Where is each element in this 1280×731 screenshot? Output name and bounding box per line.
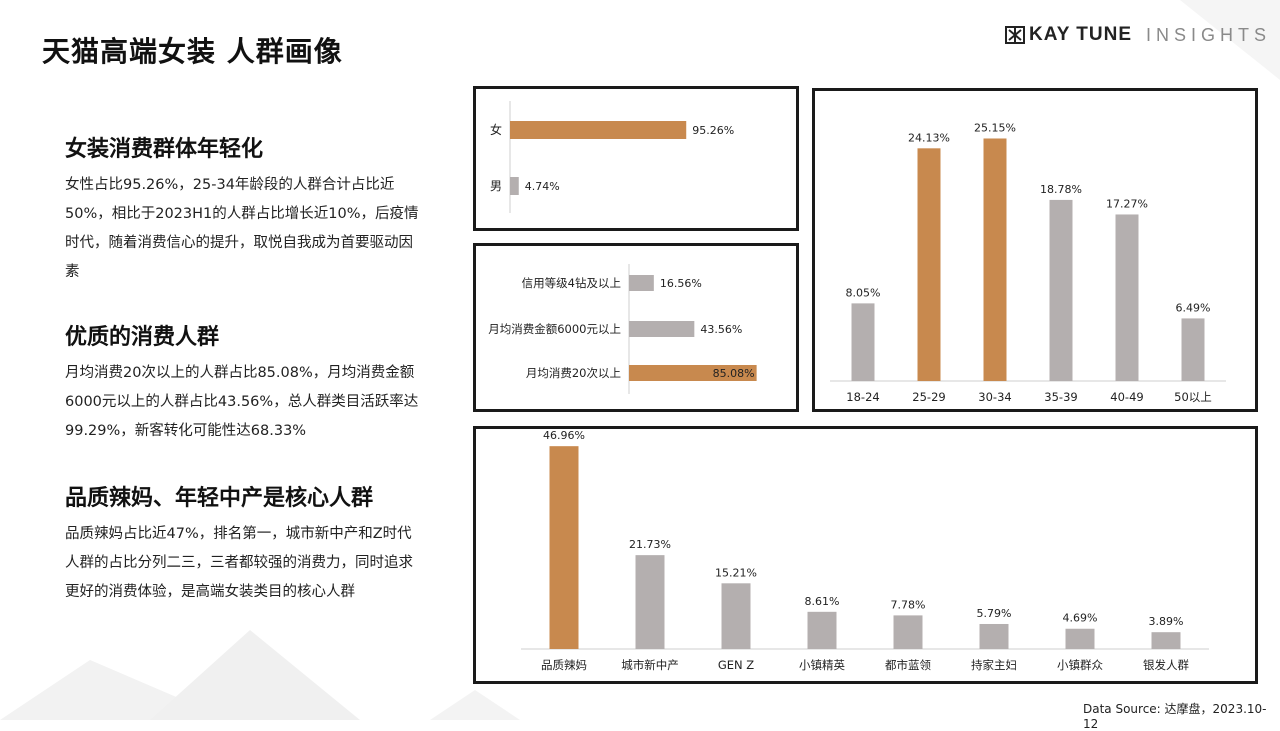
data-source: Data Source: 达摩盘，2023.10-12 bbox=[1083, 702, 1267, 731]
category-label: 小镇精英 bbox=[799, 658, 845, 672]
data-label: 18.78% bbox=[1040, 183, 1082, 196]
category-label: 18-24 bbox=[846, 390, 879, 404]
category-label: 25-29 bbox=[912, 390, 945, 404]
bar bbox=[629, 321, 695, 337]
bar bbox=[983, 138, 1007, 381]
category-label: 都市蓝领 bbox=[885, 658, 931, 672]
data-label: 15.21% bbox=[715, 566, 757, 579]
consumer-groups-bar-chart: 46.96% 品质辣妈 21.73% 城市新中产 15.21% GEN Z 8.61% 小镇精… bbox=[521, 429, 1209, 672]
bar bbox=[510, 177, 519, 195]
category-label: 40-49 bbox=[1110, 390, 1143, 404]
data-label: 95.26% bbox=[692, 124, 734, 137]
bar bbox=[807, 611, 837, 649]
brand-name: KAY TUNE bbox=[1029, 24, 1133, 45]
data-label: 5.79% bbox=[977, 607, 1012, 620]
brand-logo: KAY TUNE INSIGHTS bbox=[1005, 20, 1271, 50]
bar bbox=[629, 365, 757, 381]
data-label: 17.27% bbox=[1106, 197, 1148, 210]
section-heading: 品质辣妈、年轻中产是核心人群 bbox=[65, 486, 374, 511]
data-label: 43.56% bbox=[700, 323, 742, 336]
data-label: 16.56% bbox=[660, 277, 702, 290]
category-label: 50以上 bbox=[1174, 390, 1212, 404]
bar bbox=[851, 303, 875, 381]
category-label: 小镇群众 bbox=[1057, 658, 1103, 672]
bar bbox=[917, 148, 941, 381]
data-label: 8.61% bbox=[805, 595, 840, 608]
bar bbox=[1049, 199, 1073, 381]
age-chart-panel: 8.05% 18-24 24.13% 25-29 25.15% 30-34 18.78% 35… bbox=[812, 88, 1258, 412]
bar bbox=[1065, 628, 1095, 649]
bar bbox=[979, 623, 1009, 649]
category-label: 月均消费金额6000元以上 bbox=[488, 322, 621, 336]
age-bar-chart: 8.05% 18-24 24.13% 25-29 25.15% 30-34 18.78% 35… bbox=[830, 121, 1226, 404]
data-label: 25.15% bbox=[974, 121, 1016, 134]
data-label: 7.78% bbox=[891, 598, 926, 611]
bar bbox=[549, 446, 579, 649]
page-title: 天猫高端女装 人群画像 bbox=[42, 35, 343, 68]
consumption-bar-chart: 信用等级4钻及以上 16.56% 月均消费金额6000元以上 43.56% 月均消费20… bbox=[488, 264, 757, 394]
category-label: 信用等级4钻及以上 bbox=[522, 276, 621, 290]
data-label: 4.74% bbox=[525, 180, 560, 193]
bar bbox=[1151, 632, 1181, 649]
category-label: GEN Z bbox=[718, 658, 754, 672]
bar bbox=[893, 615, 923, 649]
category-label: 持家主妇 bbox=[971, 658, 1017, 672]
section-heading: 优质的消费人群 bbox=[65, 325, 220, 350]
consumer-groups-chart-panel: 46.96% 品质辣妈 21.73% 城市新中产 15.21% GEN Z 8.61% 小镇精… bbox=[473, 426, 1258, 684]
data-label: 85.08% bbox=[713, 367, 755, 380]
bar bbox=[635, 555, 665, 649]
bar bbox=[1181, 318, 1205, 381]
data-label: 6.49% bbox=[1176, 301, 1211, 314]
bar bbox=[721, 583, 751, 649]
section-body: 月均消费20次以上的人群占比85.08%，月均消费金额6000元以上的人群占比4… bbox=[65, 365, 419, 439]
category-label: 银发人群 bbox=[1143, 658, 1189, 672]
section-heading: 女装消费群体年轻化 bbox=[65, 137, 264, 162]
category-label: 品质辣妈 bbox=[541, 658, 587, 672]
consumption-chart-panel: 信用等级4钻及以上 16.56% 月均消费金额6000元以上 43.56% 月均消费20… bbox=[473, 243, 799, 412]
data-label: 3.89% bbox=[1149, 615, 1184, 628]
kaytune-logo-icon bbox=[1005, 26, 1025, 44]
category-label: 30-34 bbox=[978, 390, 1011, 404]
gender-chart-panel: 女 95.26% 男 4.74% bbox=[473, 86, 799, 231]
category-label: 男 bbox=[490, 179, 502, 193]
data-label: 8.05% bbox=[846, 286, 881, 299]
section-core-groups: 品质辣妈、年轻中产是核心人群 品质辣妈占比近47%，排名第一，城市新中产和Z时代… bbox=[65, 480, 425, 607]
gender-bar-chart: 女 95.26% 男 4.74% bbox=[490, 101, 734, 213]
data-label: 46.96% bbox=[543, 429, 585, 442]
bar bbox=[1115, 214, 1139, 381]
data-label: 21.73% bbox=[629, 538, 671, 551]
category-label: 女 bbox=[490, 122, 502, 137]
bar bbox=[510, 121, 687, 139]
data-label: 24.13% bbox=[908, 131, 950, 144]
category-label: 月均消费20次以上 bbox=[526, 366, 621, 380]
category-label: 城市新中产 bbox=[621, 658, 679, 672]
section-body: 女性占比95.26%，25-34年龄段的人群合计占比近50%，相比于2023H1… bbox=[65, 177, 419, 280]
section-body: 品质辣妈占比近47%，排名第一，城市新中产和Z时代人群的占比分列二三，三者都较强… bbox=[65, 526, 413, 600]
category-label: 35-39 bbox=[1044, 390, 1077, 404]
brand-subtitle: INSIGHTS bbox=[1146, 24, 1272, 45]
bar bbox=[629, 275, 654, 291]
section-quality-consumers: 优质的消费人群 月均消费20次以上的人群占比85.08%，月均消费金额6000元… bbox=[65, 319, 425, 446]
data-label: 4.69% bbox=[1063, 612, 1098, 625]
section-young-consumers: 女装消费群体年轻化 女性占比95.26%，25-34年龄段的人群合计占比近50%… bbox=[65, 131, 425, 287]
